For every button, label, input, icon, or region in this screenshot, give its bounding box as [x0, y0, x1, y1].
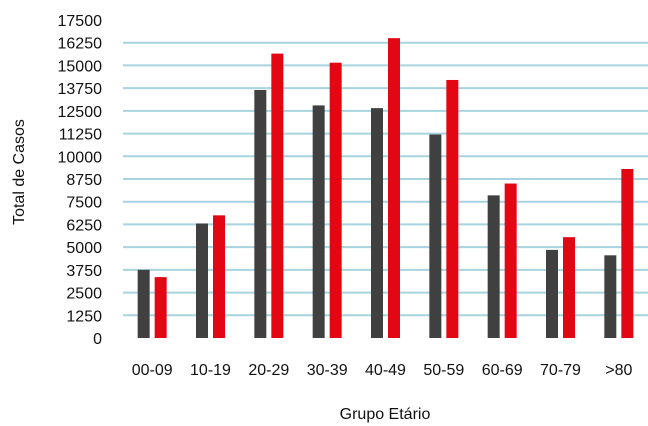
x-axis-label: Grupo Etário: [340, 406, 431, 423]
bar-series-2: [563, 237, 575, 338]
x-tick-label: 00-09: [132, 362, 173, 379]
y-axis-label: Total de Casos: [11, 119, 28, 225]
y-axis-tick-labels: 0 1250 2500 3750 5000 6250 7500 8750 10000 11250 1…: [58, 13, 103, 348]
x-tick-label: 30-39: [307, 362, 348, 379]
bar-series-2: [504, 183, 517, 338]
bar-series-1: [546, 249, 558, 338]
y-tick-label: 10000: [58, 149, 103, 166]
x-tick-label: 40-49: [365, 362, 406, 379]
y-tick-label: 11250: [59, 127, 102, 144]
x-tick-label: 10-19: [190, 362, 231, 379]
bar-series-1: [196, 223, 208, 338]
x-tick-label: >80: [605, 362, 632, 379]
y-tick-label: 8750: [66, 172, 102, 189]
y-tick-label: 2500: [66, 286, 102, 303]
y-tick-label: 5000: [66, 240, 102, 257]
y-tick-label: 0: [93, 331, 102, 348]
gridlines: [123, 41, 648, 317]
bar-series-2: [621, 169, 634, 338]
y-tick-label: 3750: [66, 263, 102, 280]
bar-series-1: [429, 134, 442, 338]
bar-series-2: [388, 38, 400, 339]
y-tick-label: 17500: [58, 13, 103, 30]
bar-series-1: [312, 105, 325, 338]
bar-series-1: [371, 108, 383, 338]
bar-series-2: [329, 62, 342, 339]
bar-series-1: [254, 89, 267, 339]
y-tick-label: 1250: [66, 308, 102, 325]
y-tick-label: 6250: [66, 217, 102, 234]
bar-series-1: [604, 255, 617, 338]
y-tick-label: 12500: [58, 104, 103, 121]
bars: [137, 38, 634, 339]
x-tick-label: 60-69: [482, 362, 523, 379]
x-tick-label: 70-79: [540, 362, 581, 379]
x-axis-tick-labels: 00-09 10-19 20-29 30-39 40-49 50-59 60-69 70-79…: [132, 362, 633, 379]
bar-series-2: [271, 53, 284, 339]
y-tick-label: 13750: [58, 81, 103, 98]
x-tick-label: 50-59: [423, 362, 464, 379]
bar-series-2: [446, 79, 459, 339]
x-tick-label: 20-29: [248, 362, 289, 379]
bar-series-2: [213, 215, 225, 338]
y-tick-label: 15000: [58, 58, 103, 75]
bar-series-1: [137, 269, 150, 338]
bar-series-1: [487, 195, 500, 338]
y-tick-label: 7500: [66, 195, 102, 212]
y-tick-label: 16250: [58, 36, 103, 53]
bar-series-2: [154, 277, 167, 338]
